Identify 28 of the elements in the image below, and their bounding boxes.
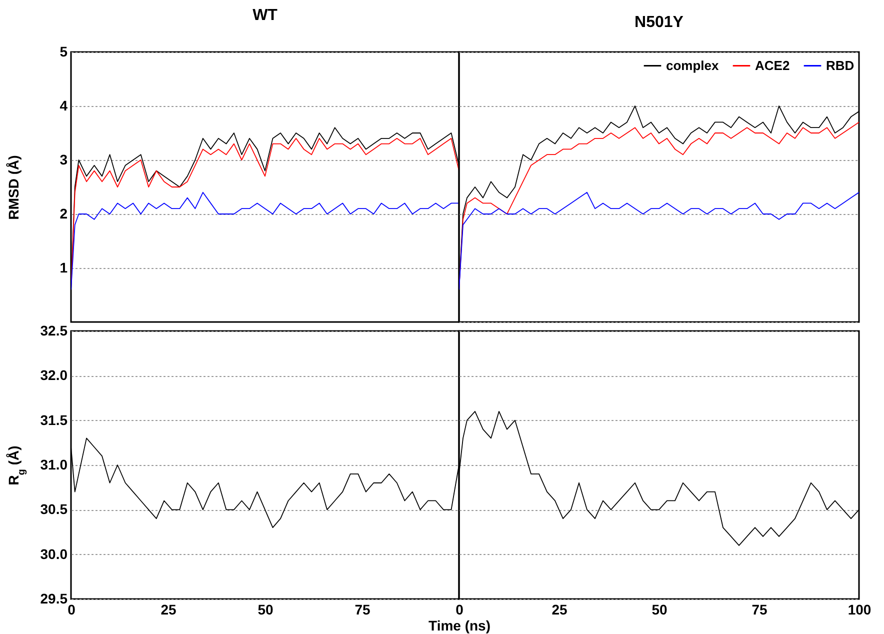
x-tick-label: 100 xyxy=(848,602,872,618)
y-tick-label: 32.5 xyxy=(40,322,68,338)
x-tick-label: 50 xyxy=(652,602,668,618)
chart-title: N501Y xyxy=(634,14,684,31)
x-tick-label: 50 xyxy=(258,602,274,618)
x-tick-label: 0 xyxy=(68,602,76,618)
y-tick-label: 30.5 xyxy=(40,501,68,518)
y-axis-title: RMSD (Å) xyxy=(6,155,22,220)
y-tick-label: 2 xyxy=(60,206,68,222)
legend-label: RBD xyxy=(826,58,854,73)
y-tick-label: 32.0 xyxy=(40,367,68,384)
legend-label: ACE2 xyxy=(755,58,790,73)
chart-title: WT xyxy=(252,7,278,24)
y-tick-label: 29.5 xyxy=(40,590,68,606)
y-tick-label: 1 xyxy=(60,260,68,276)
x-tick-label: 75 xyxy=(354,602,370,618)
legend-label: complex xyxy=(666,58,720,73)
y-tick-label: 4 xyxy=(60,98,68,114)
x-tick-label: 0 xyxy=(456,602,464,618)
y-tick-label: 31.0 xyxy=(40,456,68,472)
y-tick-label: 30.0 xyxy=(40,546,68,562)
x-tick-label: 75 xyxy=(752,602,768,618)
y-tick-label: 3 xyxy=(60,152,68,168)
y-tick-label: 31.5 xyxy=(40,412,68,428)
y-tick-label: 5 xyxy=(60,44,68,60)
x-tick-label: 25 xyxy=(160,602,176,618)
x-tick-label: 25 xyxy=(552,602,568,618)
x-axis-title: Time (ns) xyxy=(428,618,490,634)
